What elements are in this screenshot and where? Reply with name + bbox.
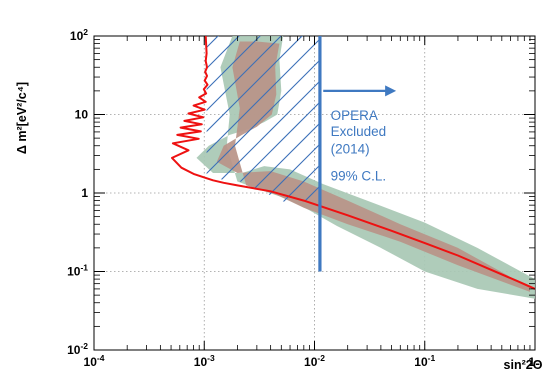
allowed-bands — [196, 36, 535, 299]
hatch-line — [206, 36, 320, 202]
tick-label: 10-1 — [67, 263, 88, 279]
axes: 10-4 10-3 10-2 10-1 1 10-2 10-1 1 10 102 — [67, 27, 536, 369]
hatch-line — [0, 0, 20, 360]
excluded-hatch-region — [0, 0, 320, 360]
x-axis-label: sin²2Θ — [504, 358, 543, 372]
band-1 — [216, 41, 531, 292]
annotation-text: OPERA — [331, 108, 378, 123]
hatch-line — [0, 0, 104, 360]
limit-arrow-head — [385, 85, 397, 97]
tick-label: 10-4 — [84, 353, 105, 369]
y-axis-label: Δ m²[eV²/c⁴] — [15, 82, 29, 154]
tick-label: 10-1 — [414, 353, 435, 369]
hatch-line — [206, 36, 320, 202]
annotation-text: 99% C.L. — [331, 168, 387, 183]
tick-label: 102 — [70, 27, 88, 43]
annotation-text: (2014) — [331, 141, 370, 156]
hatch-line — [0, 0, 83, 360]
tick-label: 10-2 — [304, 353, 325, 369]
hatch-line — [206, 36, 320, 202]
data-series — [171, 36, 535, 290]
tick-label: 10-2 — [67, 341, 88, 357]
tick-label: 10 — [75, 108, 89, 122]
annotation-text: Excluded — [331, 124, 387, 139]
hatch-line — [0, 0, 62, 360]
tick-label: 1 — [81, 186, 88, 200]
hatch-line — [206, 36, 320, 202]
hatch-line — [206, 36, 320, 202]
hatch-line — [0, 0, 41, 360]
series-line-0 — [171, 36, 535, 290]
hatch-line — [206, 36, 320, 202]
tick-label: 10-3 — [194, 353, 215, 369]
tick-label: 1 — [528, 355, 535, 369]
